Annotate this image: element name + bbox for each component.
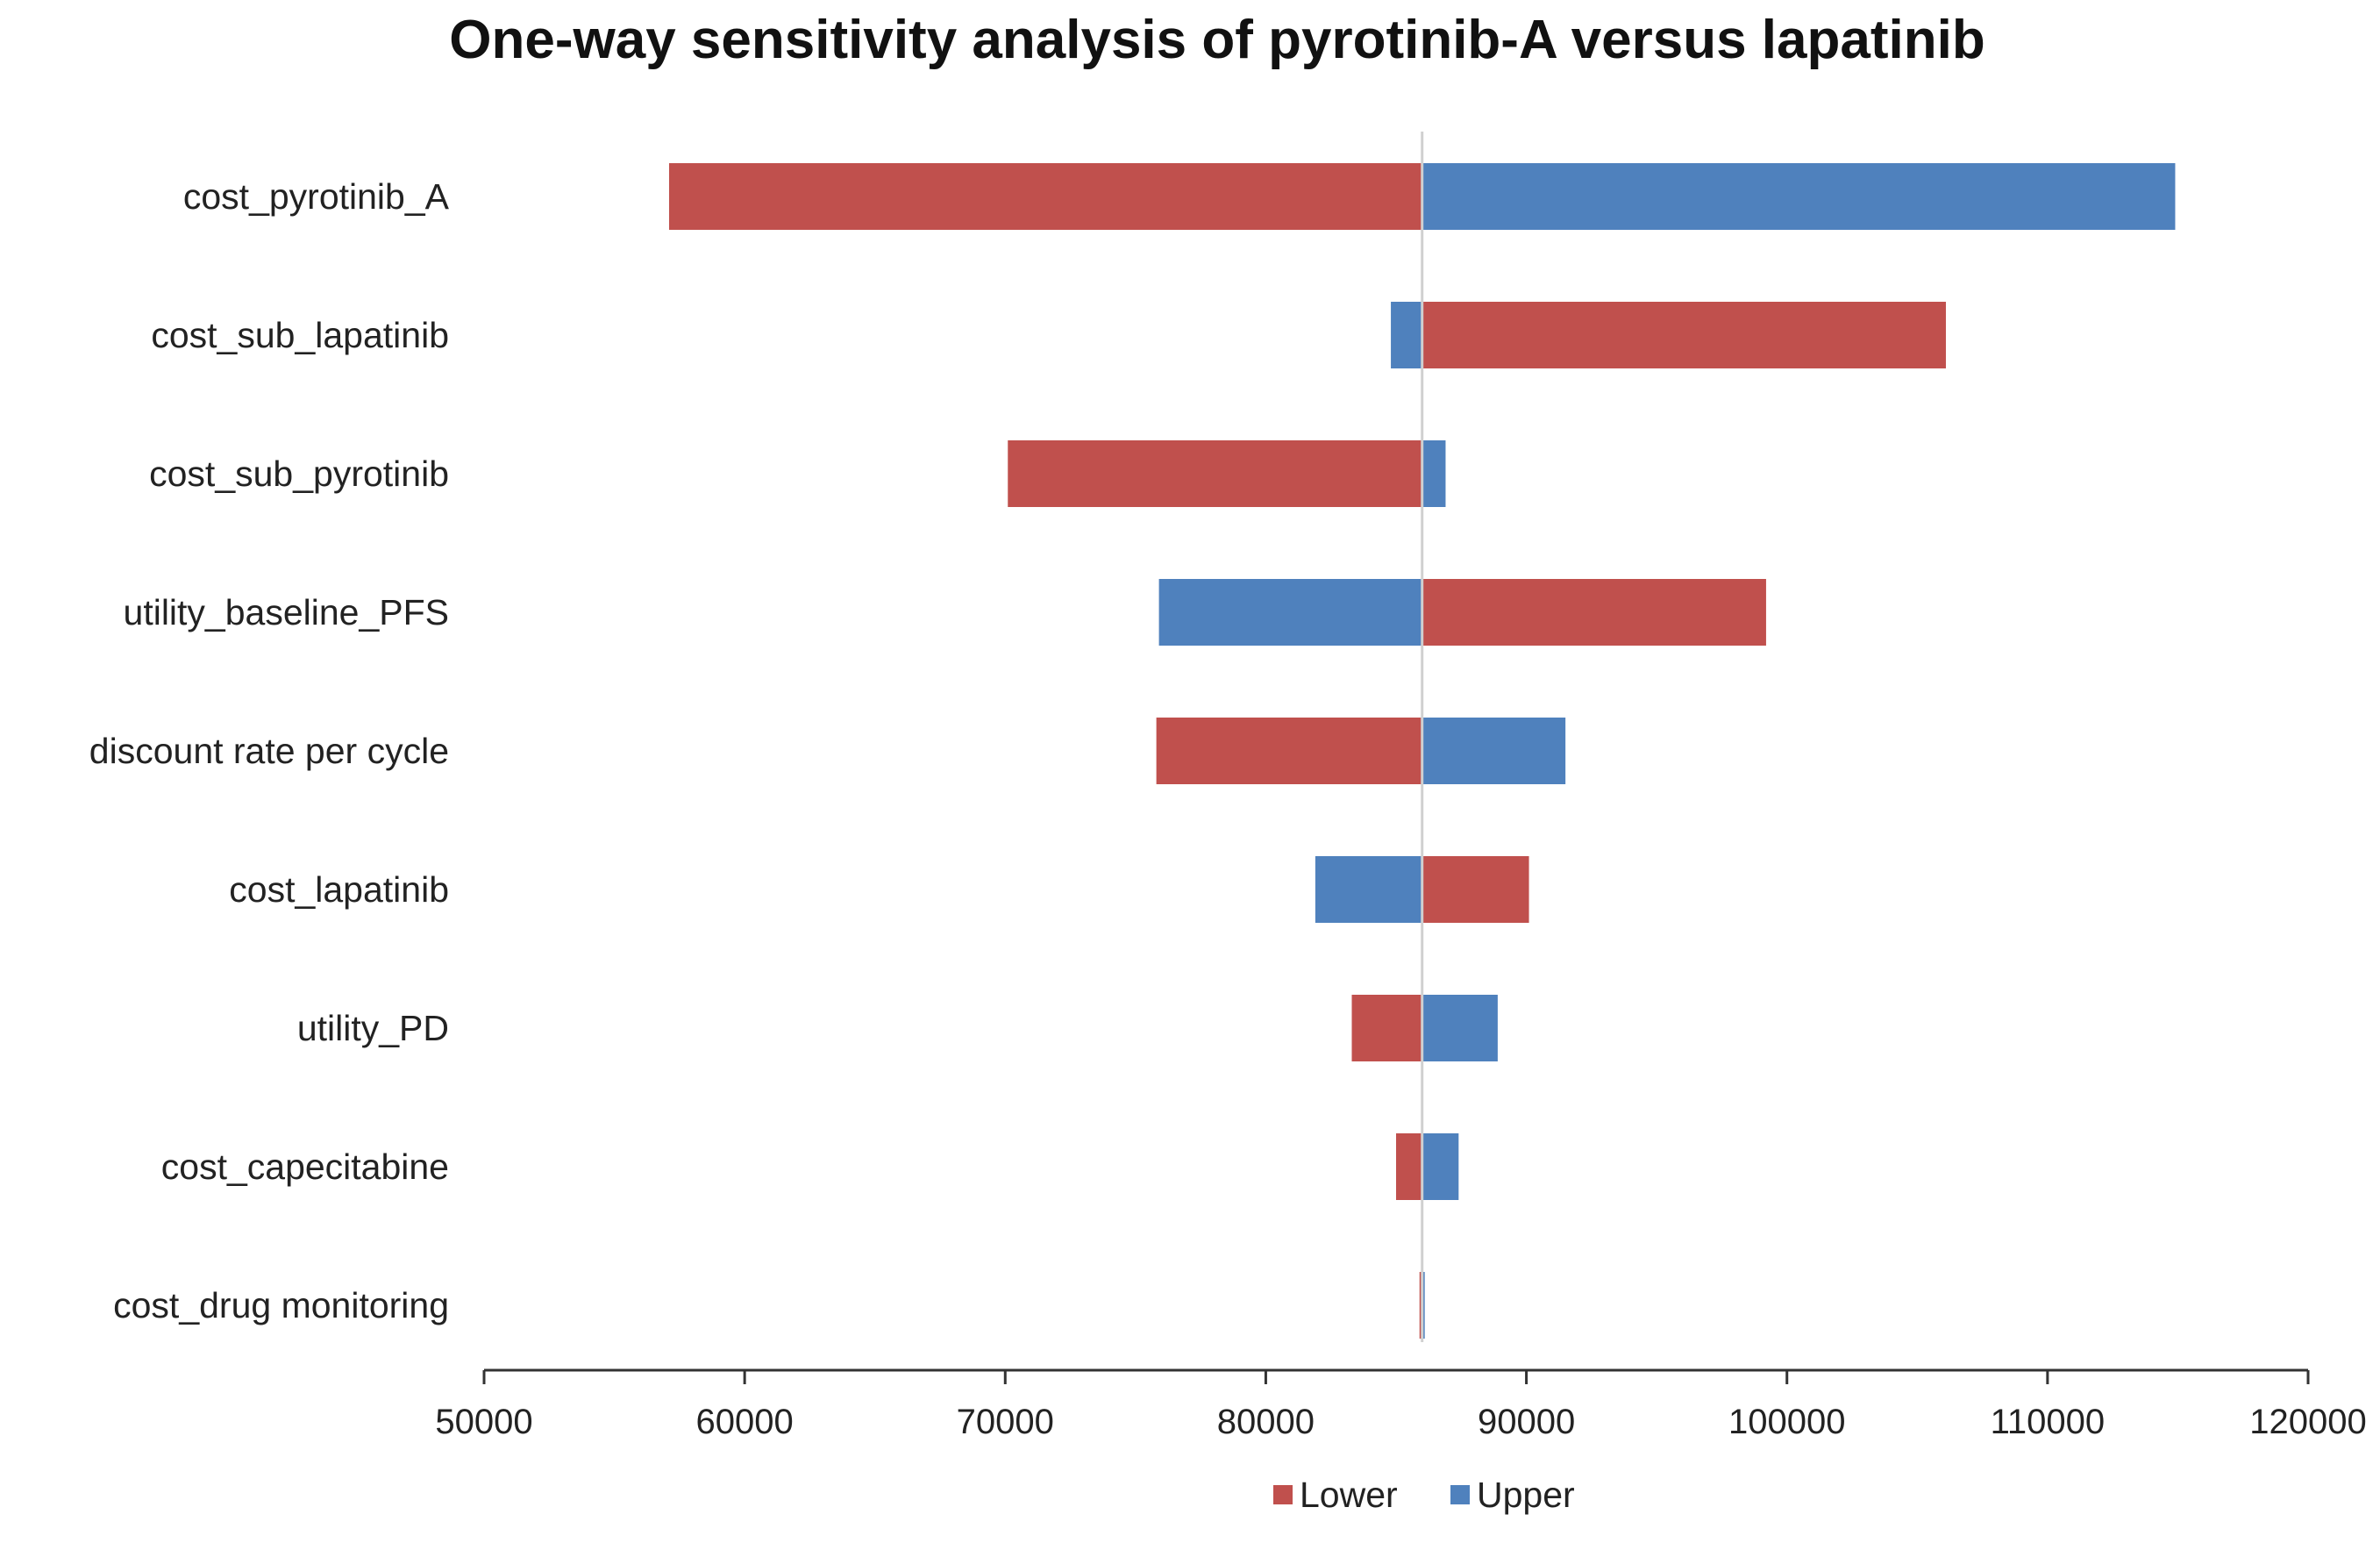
x-tick-label-110000: 110000	[1991, 1403, 2106, 1441]
legend: Lower Upper	[1273, 1475, 1575, 1515]
legend-swatch-lower	[1273, 1485, 1293, 1504]
bar-lower-utility-pd	[1351, 995, 1422, 1061]
category-labels: cost_pyrotinib_A cost_sub_lapatinib cost_s…	[89, 176, 450, 1325]
x-tick-label-50000: 50000	[435, 1403, 532, 1441]
legend-swatch-upper	[1450, 1485, 1470, 1504]
x-tick-label-70000: 70000	[957, 1403, 1054, 1441]
bar-lower-discount-rate-per-cycle	[1156, 718, 1422, 784]
category-label-utility-pd: utility_PD	[297, 1008, 449, 1048]
x-tick-label-60000: 60000	[696, 1403, 794, 1441]
bar-upper-utility-baseline-pfs	[1158, 579, 1422, 646]
x-tick-label-80000: 80000	[1217, 1403, 1315, 1441]
bar-upper-cost-lapatinib	[1315, 856, 1422, 923]
legend-label-upper: Upper	[1477, 1475, 1575, 1515]
chart-title: One-way sensitivity analysis of pyrotini…	[449, 10, 1985, 70]
category-label-cost-sub-lapatinib: cost_sub_lapatinib	[151, 315, 449, 355]
category-label-cost-capecitabine: cost_capecitabine	[161, 1147, 449, 1187]
x-tick-label-100000: 100000	[1728, 1403, 1845, 1441]
bar-upper-cost-sub-pyrotinib	[1422, 440, 1446, 507]
bar-lower-cost-lapatinib	[1422, 856, 1529, 923]
category-label-cost-lapatinib: cost_lapatinib	[229, 869, 449, 910]
bar-upper-cost-sub-lapatinib	[1391, 302, 1422, 368]
bar-upper-discount-rate-per-cycle	[1422, 718, 1566, 784]
x-axis: 50000 60000 70000 80000 90000 100000 110000 120…	[435, 1368, 2367, 1441]
bar-upper-cost-pyrotinib-a	[1422, 163, 2176, 230]
category-label-cost-sub-pyrotinib: cost_sub_pyrotinib	[149, 454, 449, 494]
category-label-cost-pyrotinib-a: cost_pyrotinib_A	[183, 176, 450, 217]
bars-layer	[668, 163, 2176, 1339]
category-label-utility-baseline-pfs: utility_baseline_PFS	[124, 592, 449, 632]
x-tick-label-120000: 120000	[2249, 1403, 2366, 1441]
category-label-cost-drug-monitoring: cost_drug monitoring	[113, 1285, 449, 1325]
bar-lower-cost-capecitabine	[1396, 1133, 1422, 1200]
x-tick-label-90000: 90000	[1478, 1403, 1575, 1441]
bar-lower-cost-sub-lapatinib	[1422, 302, 1946, 368]
bar-lower-cost-sub-pyrotinib	[1008, 440, 1422, 507]
category-label-discount-rate-per-cycle: discount rate per cycle	[89, 731, 449, 771]
bar-upper-cost-capecitabine	[1422, 1133, 1459, 1200]
bar-upper-utility-pd	[1422, 995, 1498, 1061]
bar-lower-cost-pyrotinib-a	[668, 163, 1422, 230]
bar-lower-utility-baseline-pfs	[1422, 579, 1766, 646]
legend-label-lower: Lower	[1300, 1475, 1398, 1515]
